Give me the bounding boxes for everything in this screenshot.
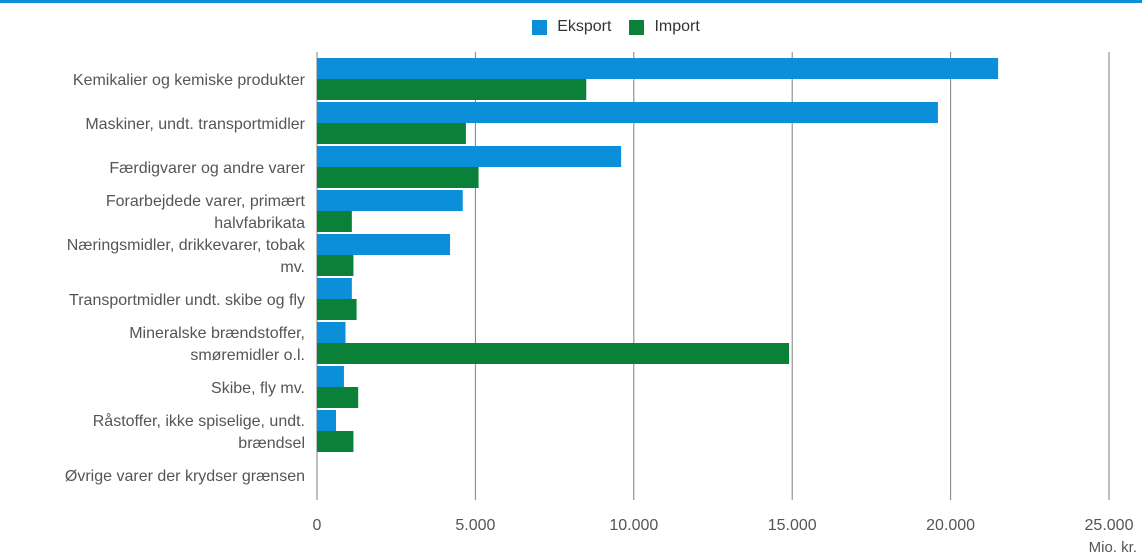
- category-label: Færdigvarer og andre varer: [109, 160, 305, 177]
- x-tick-label: 15.000: [768, 517, 817, 534]
- category-label: Kemikalier og kemiske produkter: [73, 72, 306, 89]
- category-label-layer: Kemikalier og kemiske produkter Maskiner,…: [65, 72, 306, 485]
- bar-import[interactable]: [317, 343, 790, 364]
- bar-import[interactable]: [317, 79, 587, 100]
- x-axis-unit-label: Mio. kr.: [1089, 539, 1137, 556]
- bar-import[interactable]: [317, 211, 352, 232]
- legend-swatch-eksport: [532, 19, 548, 35]
- bar-eksport[interactable]: [317, 366, 344, 387]
- category-label: Råstoffer, ikke spiselige, undt. brændsel: [93, 412, 305, 452]
- category-label: Øvrige varer der krydser grænsen: [65, 468, 305, 485]
- category-label: Forarbejdede varer, primært halvfabrikata: [106, 193, 306, 232]
- category-label: Skibe, fly mv.: [211, 380, 305, 397]
- bar-eksport[interactable]: [317, 410, 337, 431]
- bar-layer: [317, 58, 999, 452]
- bar-eksport[interactable]: [317, 322, 346, 343]
- bar-import[interactable]: [317, 299, 357, 320]
- bar-import[interactable]: [317, 167, 479, 188]
- grid-layer: [316, 52, 1110, 500]
- bar-eksport[interactable]: [317, 278, 352, 299]
- top-rule: [0, 0, 1142, 3]
- bar-eksport[interactable]: [317, 102, 938, 123]
- legend: Eksport Import: [0, 16, 1142, 38]
- bar-import[interactable]: [317, 123, 466, 144]
- x-tick-label: 0: [313, 517, 322, 534]
- x-tick-label: 20.000: [926, 517, 975, 534]
- category-label: Maskiner, undt. transportmidler: [85, 116, 305, 133]
- bar-eksport[interactable]: [317, 146, 622, 167]
- legend-label-eksport: Eksport: [557, 18, 612, 35]
- category-label: Mineralske brændstoffer, smøremidler o.l.: [129, 325, 305, 364]
- bar-eksport[interactable]: [317, 58, 999, 79]
- x-tick-label: 5.000: [455, 517, 495, 534]
- bar-import[interactable]: [317, 387, 359, 408]
- x-tick-label: 25.000: [1085, 517, 1134, 534]
- bar-eksport[interactable]: [317, 234, 451, 255]
- category-label: Næringsmidler, drikkevarer, tobak mv.: [67, 237, 306, 276]
- bar-import[interactable]: [317, 431, 354, 452]
- bar-import[interactable]: [317, 255, 354, 276]
- x-tick-layer: 0 5.000 10.000 15.000 20.000 25.000: [313, 517, 1134, 534]
- legend-item-import[interactable]: Import: [629, 18, 700, 36]
- legend-item-eksport[interactable]: Eksport: [532, 18, 611, 36]
- x-tick-label: 10.000: [609, 517, 658, 534]
- category-label: Transportmidler undt. skibe og fly: [69, 292, 305, 309]
- legend-swatch-import: [629, 19, 645, 35]
- bar-eksport[interactable]: [317, 190, 463, 211]
- legend-label-import: Import: [654, 18, 700, 35]
